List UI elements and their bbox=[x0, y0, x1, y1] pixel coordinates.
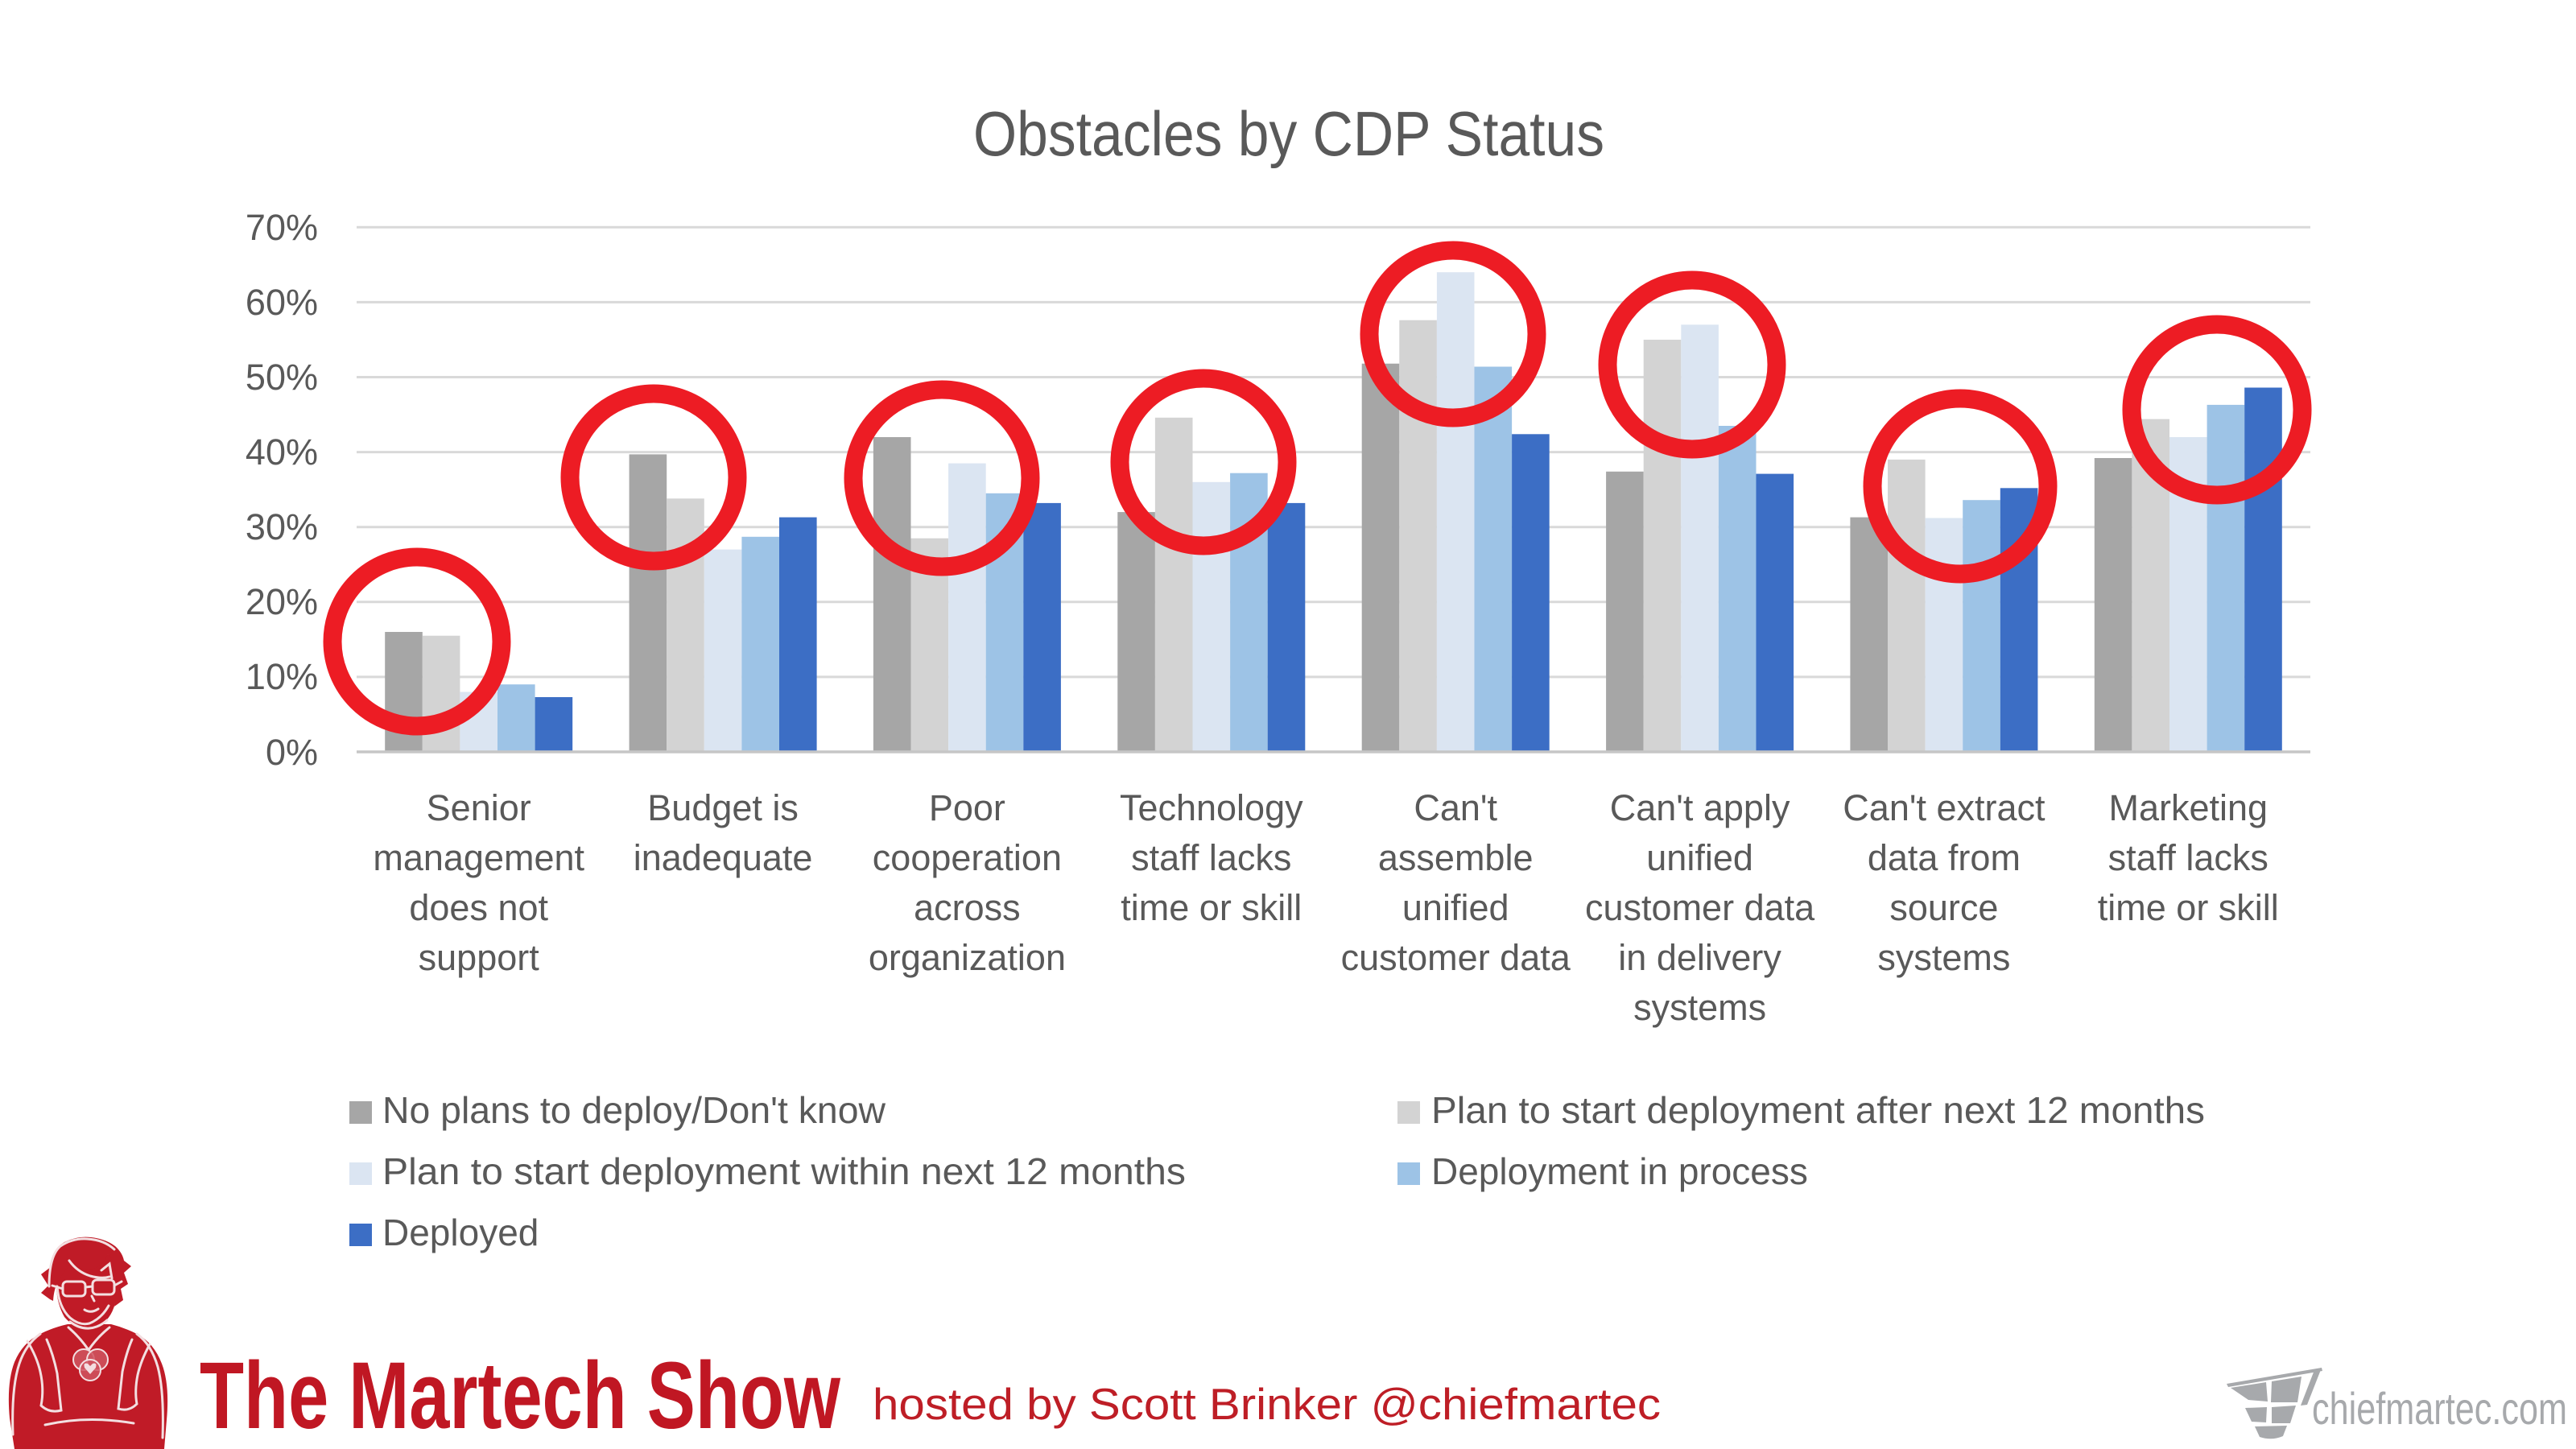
svg-text:time or skill: time or skill bbox=[2098, 887, 2279, 928]
svg-text:support: support bbox=[419, 937, 540, 978]
svg-text:Budget is: Budget is bbox=[647, 787, 799, 828]
svg-text:systems: systems bbox=[1877, 937, 2010, 978]
svg-text:staff lacks: staff lacks bbox=[2108, 837, 2268, 878]
svg-text:The Martech Show: The Martech Show bbox=[200, 1343, 841, 1449]
svg-text:in delivery: in delivery bbox=[1618, 937, 1781, 978]
svg-text:60%: 60% bbox=[246, 282, 318, 323]
svg-text:does not: does not bbox=[409, 887, 548, 928]
svg-text:organization: organization bbox=[869, 937, 1066, 978]
svg-text:time or skill: time or skill bbox=[1121, 887, 1302, 928]
svg-text:assemble: assemble bbox=[1378, 837, 1534, 878]
svg-text:Marketing: Marketing bbox=[2109, 787, 2268, 828]
svg-text:Can't apply: Can't apply bbox=[1610, 787, 1790, 828]
svg-text:across: across bbox=[914, 887, 1021, 928]
svg-text:source: source bbox=[1889, 887, 1998, 928]
svg-text:Plan to start deployment withi: Plan to start deployment within next 12 … bbox=[382, 1150, 1186, 1192]
svg-text:unified: unified bbox=[1646, 837, 1753, 878]
svg-text:70%: 70% bbox=[246, 207, 318, 248]
svg-text:customer data: customer data bbox=[1341, 937, 1571, 978]
svg-text:Deployed: Deployed bbox=[382, 1212, 539, 1253]
svg-text:systems: systems bbox=[1633, 987, 1766, 1028]
svg-text:Obstacles by CDP Status: Obstacles by CDP Status bbox=[973, 98, 1604, 169]
svg-text:Deployment in process: Deployment in process bbox=[1431, 1150, 1808, 1192]
svg-text:10%: 10% bbox=[246, 656, 318, 697]
svg-text:data from: data from bbox=[1868, 837, 2021, 878]
svg-text:hosted by Scott Brinker @chief: hosted by Scott Brinker @chiefmartec bbox=[873, 1379, 1661, 1429]
svg-text:40%: 40% bbox=[246, 431, 318, 473]
svg-text:20%: 20% bbox=[246, 581, 318, 622]
svg-text:Technology: Technology bbox=[1120, 787, 1303, 828]
svg-text:unified: unified bbox=[1402, 887, 1509, 928]
svg-text:inadequate: inadequate bbox=[634, 837, 813, 878]
svg-text:30%: 30% bbox=[246, 506, 318, 547]
svg-text:No plans to deploy/Don't know: No plans to deploy/Don't know bbox=[382, 1089, 886, 1131]
svg-text:Can't: Can't bbox=[1414, 787, 1497, 828]
svg-text:Can't extract: Can't extract bbox=[1843, 787, 2046, 828]
svg-text:0%: 0% bbox=[266, 732, 318, 773]
svg-text:customer data: customer data bbox=[1585, 887, 1815, 928]
svg-text:chiefmartec.com: chiefmartec.com bbox=[2312, 1383, 2567, 1434]
svg-text:Senior: Senior bbox=[427, 787, 531, 828]
svg-text:cooperation: cooperation bbox=[873, 837, 1062, 878]
svg-text:Poor: Poor bbox=[929, 787, 1005, 828]
svg-text:50%: 50% bbox=[246, 357, 318, 398]
svg-text:Plan to start deployment after: Plan to start deployment after next 12 m… bbox=[1431, 1089, 2205, 1131]
svg-text:staff lacks: staff lacks bbox=[1131, 837, 1291, 878]
svg-text:management: management bbox=[373, 837, 584, 878]
